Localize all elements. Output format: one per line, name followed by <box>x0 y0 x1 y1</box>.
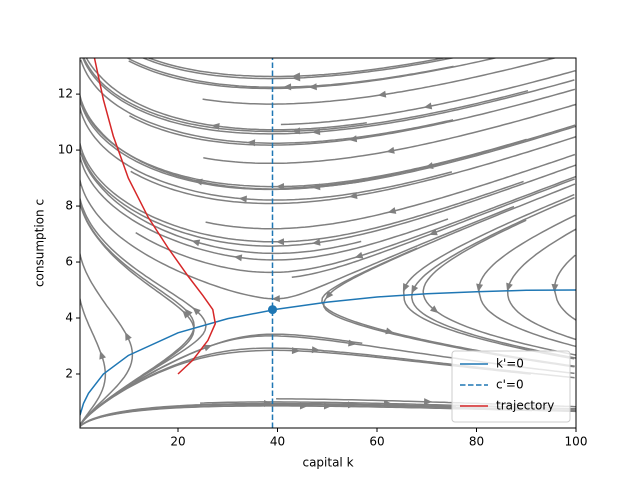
stream-arrow <box>192 307 201 316</box>
stream-arrow <box>233 254 243 262</box>
stream-arrow <box>125 332 132 341</box>
streamline <box>553 254 576 321</box>
streamline <box>282 124 576 190</box>
streamline <box>411 196 576 359</box>
stream-arrow <box>386 146 395 154</box>
stream-arrow <box>182 310 191 319</box>
y-tick-label: 2 <box>65 366 73 380</box>
streamline <box>127 58 454 88</box>
stream-arrow <box>276 238 285 246</box>
x-tick-label: 20 <box>170 435 185 449</box>
stream-arrow <box>311 346 320 354</box>
stream-arrow <box>506 282 513 292</box>
stream-arrow <box>283 83 292 91</box>
stream-arrow <box>191 239 201 247</box>
x-axis-label: capital k <box>302 456 353 470</box>
streamline <box>80 101 576 191</box>
stream-arrow <box>276 183 285 191</box>
axes-frame <box>79 57 577 429</box>
stream-arrow <box>348 135 358 143</box>
stream-arrow <box>99 350 106 360</box>
legend-label: c'=0 <box>496 378 524 392</box>
stream-arrow <box>312 238 321 246</box>
stream-arrow <box>387 207 397 214</box>
stream-arrow <box>423 398 433 406</box>
series-line <box>80 289 576 416</box>
legend-label: k'=0 <box>496 357 524 371</box>
stream-arrow <box>423 102 433 110</box>
legend: k'=0 c'=0 trajectory <box>451 350 571 423</box>
stream-arrow <box>411 284 419 294</box>
stream-arrow <box>238 195 247 203</box>
y-tick-label: 8 <box>65 199 73 213</box>
x-tick-label: 40 <box>270 435 285 449</box>
stream-arrow <box>429 305 439 314</box>
streamline <box>135 175 576 274</box>
stream-arrow <box>292 74 301 82</box>
stream-arrow <box>476 283 484 293</box>
y-tick-label: 12 <box>58 87 73 101</box>
stream-arrow <box>402 282 410 292</box>
x-tick-label: 100 <box>565 435 588 449</box>
stream-arrow <box>377 90 387 98</box>
y-tick-label: 4 <box>65 311 73 325</box>
y-axis-label: consumption c <box>33 199 47 287</box>
stream-arrow <box>551 283 559 293</box>
plot-area <box>80 58 576 428</box>
streamline <box>80 145 362 255</box>
stream-arrow <box>308 83 317 91</box>
x-tick-label: 80 <box>469 435 484 449</box>
legend-box <box>451 350 571 423</box>
stream-arrow <box>184 308 193 318</box>
streamline <box>322 183 576 368</box>
y-tick-label: 10 <box>58 143 73 157</box>
legend-label: trajectory <box>496 399 554 413</box>
steady-state-point <box>268 305 278 315</box>
streamline <box>321 247 575 367</box>
stream-arrow <box>271 295 280 303</box>
streamline <box>85 58 367 131</box>
streamline <box>80 93 527 188</box>
stream-arrow <box>425 162 434 169</box>
streamline <box>506 228 576 341</box>
stream-arrow <box>348 339 357 347</box>
x-tick-label: 60 <box>369 435 384 449</box>
series-line <box>93 58 217 375</box>
stream-arrow <box>349 192 358 199</box>
y-tick-label: 6 <box>65 255 73 269</box>
streamline <box>80 104 453 201</box>
stream-arrow <box>429 228 438 236</box>
stream-arrow <box>354 251 364 259</box>
streamline <box>80 59 454 144</box>
stream-arrow <box>385 327 394 335</box>
stream-arrow <box>312 128 321 136</box>
stream-arrow <box>383 400 392 408</box>
